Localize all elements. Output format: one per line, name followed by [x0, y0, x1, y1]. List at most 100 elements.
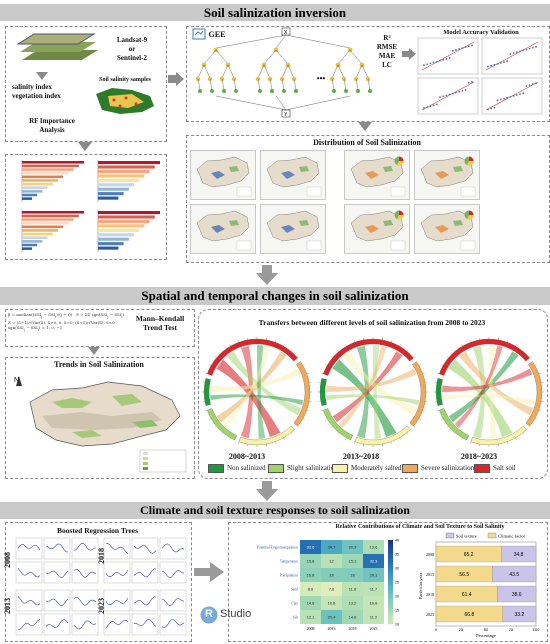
tree-edge	[275, 49, 289, 65]
chord-tick	[522, 432, 525, 435]
tree-leaf	[356, 89, 360, 93]
category-label: 2023	[426, 612, 434, 617]
chord-diagram	[202, 337, 312, 447]
distribution-map-shape	[196, 210, 252, 251]
colorbar-tick: 30	[395, 567, 399, 571]
tree-edge	[361, 64, 369, 79]
chord-tick	[461, 344, 463, 347]
bar-climate	[502, 605, 537, 623]
rf-bar	[22, 243, 38, 247]
chord-tick	[515, 437, 517, 440]
heatmap-row-label: Potential Evapotranspiration	[257, 546, 298, 550]
scatter-point	[528, 84, 531, 86]
heatmap-value: 10.8	[328, 601, 337, 606]
arrow-right-3	[194, 562, 224, 582]
scatter-point	[522, 92, 525, 95]
rf-bar	[22, 218, 74, 221]
chord-tick	[321, 409, 324, 411]
legend-label: Non salinized	[227, 464, 266, 473]
legend-swatch	[268, 464, 284, 473]
random-forest-trees: XY	[195, 27, 372, 118]
chord-tick	[205, 373, 208, 375]
colorbar-segment	[388, 601, 393, 605]
scatter-point	[522, 49, 525, 52]
chord-tick	[534, 418, 537, 420]
tree-edge	[215, 49, 229, 65]
chord-tick	[413, 425, 416, 428]
heatmap-cell	[300, 610, 321, 624]
chord-arc	[435, 378, 443, 406]
tree-edge	[203, 49, 217, 65]
rf-bar	[22, 164, 79, 168]
chord-arc	[293, 361, 311, 427]
legend-swatch	[474, 464, 490, 473]
colorbar-tick: 35	[395, 553, 399, 557]
map-legend	[390, 186, 406, 197]
scatter-point	[445, 58, 448, 60]
x-tick: 25	[459, 627, 464, 632]
scatter-point	[451, 92, 454, 95]
colorbar-segment	[388, 584, 393, 588]
tree-leaf	[294, 89, 298, 93]
category-label: 2008	[426, 552, 434, 557]
chord-tick	[229, 344, 231, 347]
colorbar-segment	[388, 621, 393, 625]
region-outline	[196, 156, 250, 188]
x-tick: 100	[533, 627, 540, 632]
tree-edge	[337, 49, 351, 65]
scatter-point	[467, 81, 470, 84]
rf-bar	[98, 161, 160, 165]
brt-curve	[105, 543, 129, 554]
scatter-point	[496, 63, 499, 65]
heatmap-row-label: Temperature	[280, 560, 299, 564]
scatter-point	[435, 60, 438, 63]
heatmap-row-label: Precipitation	[280, 574, 299, 578]
brt-label: Boosted Regression Trees	[56, 526, 139, 535]
scatter-point	[519, 93, 521, 95]
tree-edge	[221, 78, 225, 91]
rf-bar	[98, 233, 134, 237]
brt-curve	[17, 568, 41, 578]
chord-tick	[399, 344, 401, 347]
scatter-point	[525, 85, 528, 87]
legend-climate: Climatic factor	[498, 534, 526, 539]
chord-tick	[406, 349, 409, 352]
rf-bar	[22, 168, 74, 171]
tree-edge	[197, 78, 201, 91]
chord-tick	[321, 373, 324, 375]
distribution-map-shape	[196, 156, 252, 197]
chord-diagram	[434, 337, 544, 447]
arrow-right-2	[402, 48, 416, 60]
arrow-down-3	[358, 122, 372, 131]
heatmap-cell	[321, 610, 342, 624]
chord-tick	[538, 409, 541, 411]
chord-tick	[214, 356, 217, 359]
scatter-point	[448, 57, 451, 59]
heatmap-cell	[321, 568, 342, 582]
heatmap-row-label: Clay	[291, 602, 298, 606]
chord-tick	[221, 349, 224, 352]
map-legend	[390, 240, 406, 251]
brt-subplot	[131, 613, 159, 636]
tree-edge	[281, 78, 285, 91]
colorbar-segment	[388, 618, 393, 622]
rf-label: RF Importance Analysis	[29, 117, 75, 134]
chord-tick	[437, 409, 440, 411]
brt-curve	[45, 570, 69, 578]
brt-curve	[133, 568, 157, 578]
rf-bar	[22, 221, 69, 225]
distribution-map	[190, 150, 256, 200]
chord-tick	[337, 349, 340, 352]
bar-climate	[497, 585, 537, 603]
tree-x-label: X	[284, 30, 288, 36]
scatter-point	[493, 106, 496, 109]
tree-leaf	[368, 89, 372, 93]
chord-tick	[446, 425, 449, 428]
gee-icon	[192, 28, 206, 40]
chord-tick	[422, 373, 425, 375]
map-legend	[460, 240, 476, 251]
section1-band: Soil salinization inversion	[0, 4, 550, 21]
chord-tick	[302, 418, 305, 420]
arrow-down-4	[88, 347, 100, 355]
chord-ribbon	[472, 345, 485, 439]
